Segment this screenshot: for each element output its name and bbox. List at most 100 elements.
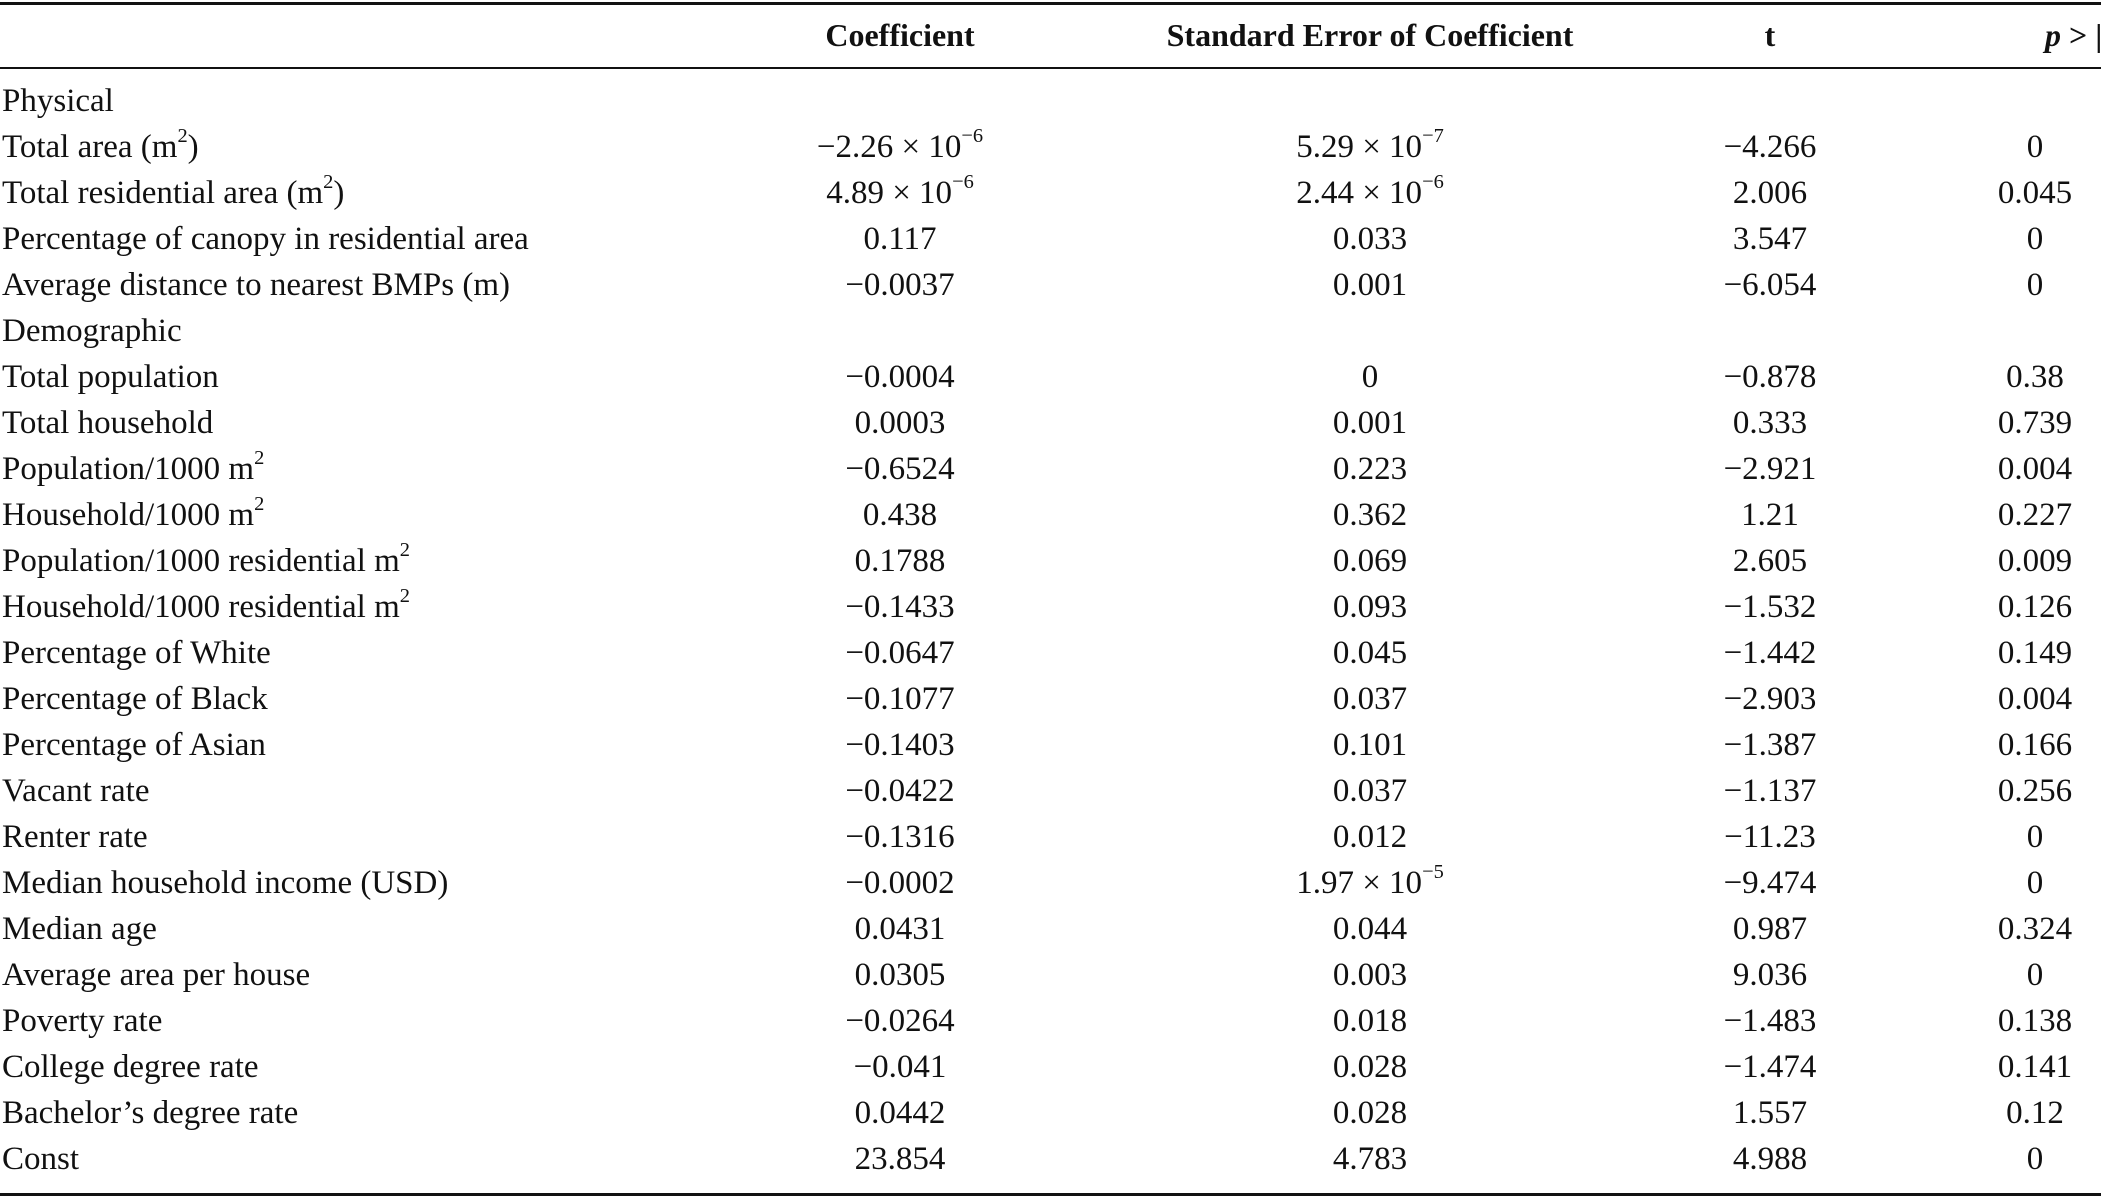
coefficient-cell-coef: −0.0647 [845, 635, 955, 671]
row-label: Bachelor’s degree rate [2, 1090, 762, 1136]
standard-error-cell-se: 0.028 [1332, 1095, 1408, 1131]
row-label-label: Total population [2, 359, 219, 395]
p-value-cell-p: 0.166 [1997, 727, 2073, 763]
standard-error-cell: 0.037 [1100, 676, 1640, 722]
t-value-cell: −1.137 [1660, 768, 1880, 814]
table-row: Percentage of Asian −0.1403 0.101 −1.387 0.1… [0, 722, 2101, 768]
p-value-cell: 0 [1930, 860, 2101, 906]
standard-error-cell: 0.045 [1100, 630, 1640, 676]
p-value-cell-p: 0.256 [1997, 773, 2073, 809]
table-row: Vacant rate −0.0422 0.037 −1.137 0.256 [0, 768, 2101, 814]
p-value-cell-p: 0.12 [2006, 1095, 2064, 1131]
p-value-cell-p: 0.227 [1997, 497, 2073, 533]
t-value-cell: −1.442 [1660, 630, 1880, 676]
row-label-label-sup: 2 [399, 584, 410, 607]
p-value-cell: 0.126 [1930, 584, 2101, 630]
standard-error-cell-se: 0.028 [1332, 1049, 1408, 1085]
p-value-cell: 0 [1930, 262, 2101, 308]
coefficient-cell-coef: 0.0003 [854, 405, 946, 441]
table-row: Average area per house 0.0305 0.003 9.036 0 [0, 952, 2101, 998]
coefficient-cell-coef: −2.26 × 10 [816, 129, 962, 165]
standard-error-cell-se-sup: −6 [1422, 170, 1444, 193]
standard-error-cell-se: 0.001 [1332, 405, 1408, 441]
coefficient-cell-coef-sup: −6 [952, 170, 974, 193]
coefficient-cell-coef: −0.0004 [845, 359, 955, 395]
t-value-cell: 0.987 [1660, 906, 1880, 952]
t-value-cell: −1.483 [1660, 998, 1880, 1044]
p-value-cell: 0.324 [1930, 906, 2101, 952]
row-label: Percentage of canopy in residential area [2, 216, 762, 262]
top-rule [0, 2, 2101, 5]
p-value-cell-p: 0.045 [1997, 175, 2073, 211]
t-value-cell: 2.006 [1660, 170, 1880, 216]
coefficient-cell: −0.1403 [760, 722, 1040, 768]
standard-error-cell-se: 0.012 [1332, 819, 1408, 855]
standard-error-cell-se: 0.037 [1332, 681, 1408, 717]
p-value-cell: 0.256 [1930, 768, 2101, 814]
row-label-label-sup: 2 [254, 492, 265, 515]
row-label-label-sup: 2 [399, 538, 411, 561]
standard-error-cell-se: 0.044 [1332, 911, 1408, 947]
t-value-cell: −1.532 [1660, 584, 1880, 630]
standard-error-cell: 0 [1100, 354, 1640, 400]
p-value-cell: 0 [1930, 952, 2101, 998]
row-label: Percentage of White [2, 630, 762, 676]
t-value-cell: 0.333 [1660, 400, 1880, 446]
p-value-cell-p: 0.009 [1997, 543, 2073, 579]
row-label-label: Percentage of canopy in residential area [2, 221, 529, 257]
standard-error-cell: 1.97 × 10−5 [1100, 860, 1640, 906]
p-value-cell-p: 0.141 [1997, 1049, 2073, 1085]
row-label-label: Population/1000 residential m [2, 543, 400, 579]
row-label: Median age [2, 906, 762, 952]
coefficient-cell: −0.041 [760, 1044, 1040, 1090]
table-row: Total household 0.0003 0.001 0.333 0.739 [0, 400, 2101, 446]
t-value-cell-t: −1.483 [1723, 1003, 1817, 1039]
t-value-cell-t: −1.387 [1723, 727, 1817, 763]
standard-error-cell-se: 0.033 [1332, 221, 1408, 257]
coefficient-cell-coef: 4.89 × 10 [826, 175, 953, 211]
table-row: Total residential area (m2) 4.89 × 10−6 2.… [0, 170, 2101, 216]
coefficient-cell: 23.854 [760, 1136, 1040, 1182]
coefficient-cell: 0.0003 [760, 400, 1040, 446]
row-label: Household/1000 m2 [2, 492, 762, 538]
standard-error-cell-se-sup: −5 [1422, 860, 1444, 883]
table-row: Average distance to nearest BMPs (m) −0.0… [0, 262, 2101, 308]
table-row: Bachelor’s degree rate 0.0442 0.028 1.557 0.… [0, 1090, 2101, 1136]
p-value-cell-p: 0 [2026, 1141, 2044, 1177]
section-label-label: Physical [2, 83, 114, 119]
row-label-label: Const [2, 1141, 80, 1177]
row-label-label-tail: ) [187, 129, 199, 165]
p-value-cell: 0.009 [1930, 538, 2101, 584]
t-value-cell: −6.054 [1660, 262, 1880, 308]
t-value-cell-t: −1.474 [1723, 1049, 1817, 1085]
standard-error-cell-se: 0.069 [1332, 543, 1408, 579]
p-value-cell: 0.138 [1930, 998, 2101, 1044]
row-label-label-sup: 2 [254, 446, 265, 469]
standard-error-cell: 0.001 [1100, 262, 1640, 308]
p-value-cell-p: 0.126 [1997, 589, 2073, 625]
t-value-cell-t: −2.921 [1723, 451, 1817, 487]
coefficient-cell-coef: 0.1788 [854, 543, 946, 579]
coefficient-cell: 0.438 [760, 492, 1040, 538]
row-label-label: Household/1000 m [2, 497, 255, 533]
t-value-cell: −0.878 [1660, 354, 1880, 400]
table-header: Coefficient Standard Error of Coefficien… [0, 10, 2101, 60]
row-label: Population/1000 residential m2 [2, 538, 762, 584]
row-label-label-sup: 2 [323, 170, 334, 193]
t-value-cell-t: 3.547 [1732, 221, 1808, 257]
row-label-label-tail: ) [333, 175, 345, 211]
coefficient-cell: −0.0004 [760, 354, 1040, 400]
coefficient-cell-coef: −0.6524 [845, 451, 955, 487]
table-row: Household/1000 m2 0.438 0.362 1.21 0.227 [0, 492, 2101, 538]
row-label-label: Average distance to nearest BMPs (m) [2, 267, 510, 303]
t-value-cell: −4.266 [1660, 124, 1880, 170]
t-value-cell: −9.474 [1660, 860, 1880, 906]
p-value-cell: 0.739 [1930, 400, 2101, 446]
row-label-label: Vacant rate [2, 773, 150, 809]
table-row: Median age 0.0431 0.044 0.987 0.324 [0, 906, 2101, 952]
header-rule [0, 67, 2101, 69]
coefficient-cell: 0.0305 [760, 952, 1040, 998]
table-row: Percentage of Black −0.1077 0.037 −2.903 0.0… [0, 676, 2101, 722]
coefficient-cell: −0.1433 [760, 584, 1040, 630]
